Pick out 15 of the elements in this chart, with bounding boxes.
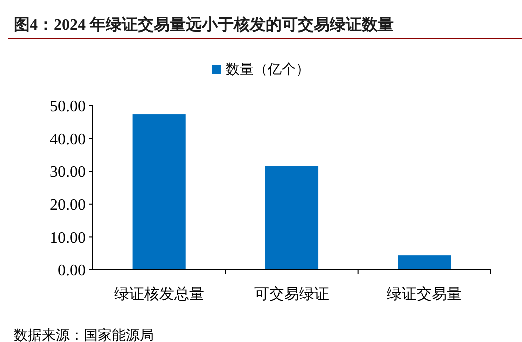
y-tick-label: 10.00 — [50, 230, 86, 247]
y-tick-label: 0.00 — [58, 262, 86, 280]
y-tick-label: 50.00 — [50, 98, 86, 116]
x-tick-label: 绿证交易量 — [387, 286, 462, 303]
bar — [132, 114, 186, 270]
x-tick-label: 可交易绿证 — [254, 286, 330, 303]
x-tick-label: 绿证核发总量 — [114, 286, 204, 303]
chart-title: 图4：2024 年绿证交易量远小于核发的可交易绿证数量 — [14, 15, 394, 34]
legend-label: 数量（亿个） — [226, 62, 310, 78]
bar — [398, 256, 452, 270]
y-tick-label: 30.00 — [50, 164, 86, 182]
y-tick-label: 20.00 — [50, 197, 86, 214]
y-tick-label: 40.00 — [50, 131, 86, 148]
bar — [265, 166, 319, 270]
source-note: 数据来源：国家能源局 — [14, 328, 154, 342]
